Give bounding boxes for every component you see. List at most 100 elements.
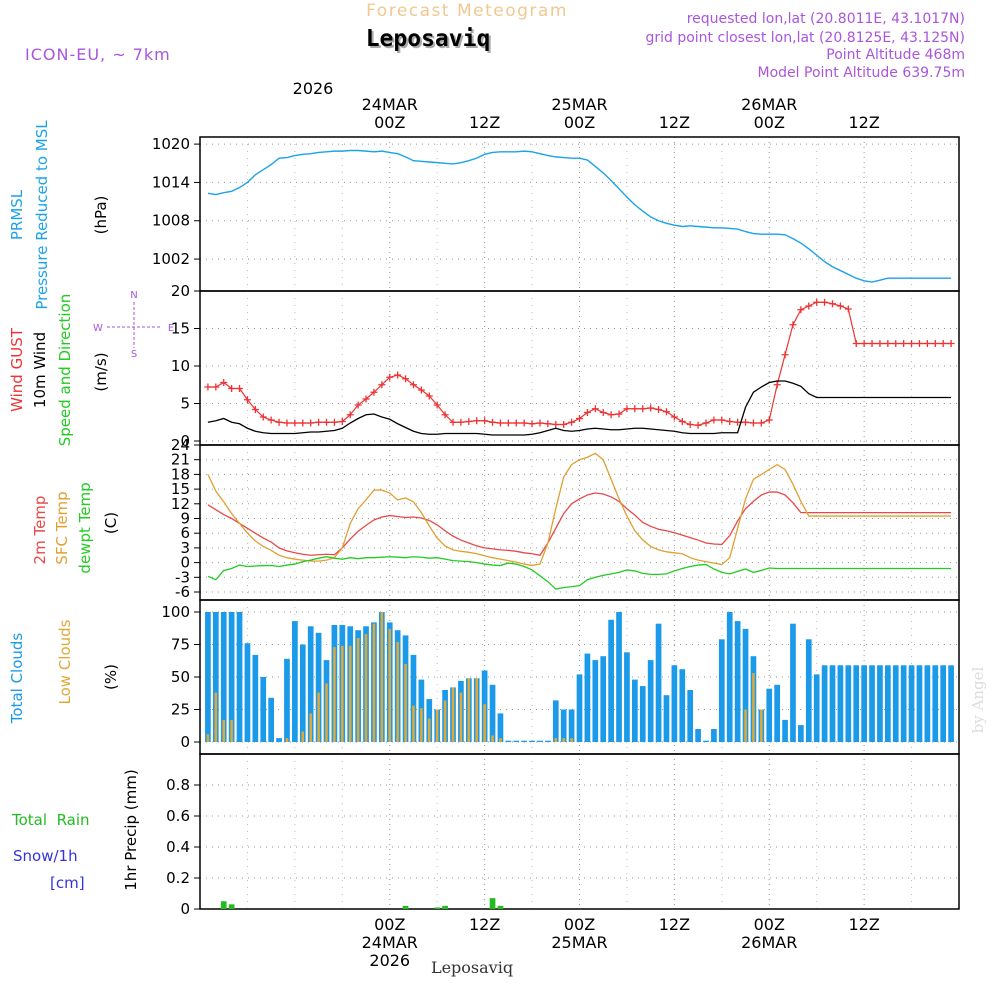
gust-point [726,418,734,425]
low-clouds-bar [396,641,399,742]
gust-point [670,413,678,421]
precipitation-ytick-label: 0.4 [166,838,190,856]
temperature-ytick-label: 15 [171,480,190,498]
total-clouds-bar [798,725,804,742]
gust-point [275,418,283,426]
low-clouds-bar [364,634,368,742]
total-clouds-bar [616,612,622,742]
gust-point [441,411,449,419]
rain-bar [220,901,227,909]
total-clouds-bar [244,643,251,742]
gust-point [362,395,370,403]
gust-point [742,418,750,426]
low-clouds-bar [744,709,747,742]
gust-point [844,305,852,313]
model-altitude: Model Point Altitude 639.75m [758,65,965,81]
total-clouds-bar [805,639,812,742]
low-clouds-bar [451,687,455,742]
top-time-label: 12Z [659,113,690,132]
gust-point [425,392,433,400]
gust-point [678,418,686,425]
precip-axis-label: 1hr Precip (mm) [122,769,140,890]
low-clouds-bar [570,738,573,742]
gust-point [884,340,892,347]
gust-point [876,340,884,347]
total-clouds-bar [687,690,694,742]
gust-point [449,418,457,426]
total-clouds-bar [576,674,583,742]
low-clouds-bar [412,705,415,742]
gust-point [323,418,330,426]
total-clouds-bar [908,665,915,742]
gust-point [939,340,947,347]
top-date-label: 26MAR [741,95,797,114]
gust-point [220,379,228,386]
watermark: by Angel [969,666,987,733]
gust-point [386,373,394,381]
panels: 100210081014102005101520-6-3036912151821… [152,135,960,918]
temperature-ytick-label: 18 [171,465,190,483]
footer-location: Leposaviq [431,958,513,977]
total-clouds-bar [489,684,496,742]
low-clouds-bar [285,738,289,742]
total-clouds-bar [853,665,860,742]
total-clouds-bar [861,665,867,742]
total-clouds-bar [212,612,219,742]
total-clouds-bar [639,686,646,742]
temperature-ytick-label: 0 [180,554,190,572]
gust-point [473,417,481,425]
total-clouds-bar [892,665,899,742]
total-clouds-bar [307,626,314,742]
gust-point [749,419,757,427]
total-clouds-bar [624,652,630,742]
wind-sd-label: Speed and Direction [56,294,74,447]
gust-point [892,340,900,347]
top-date-label: 24MAR [362,95,418,114]
gust-point [915,340,923,347]
gust-point [813,298,821,306]
gust-point [378,381,386,389]
low-clouds-bar [420,708,423,742]
total-clouds-bar [631,679,638,742]
gust-point [789,321,797,329]
pressure-series-line [207,149,952,283]
total-clouds-bar [521,740,528,742]
precipitation-ytick-label: 0.2 [166,869,190,887]
location-title: Leposaviq [368,28,493,54]
low-clouds-bar [404,664,407,742]
gust-point [243,396,251,404]
total-clouds-bar [813,674,820,742]
total-clouds-bar [260,677,267,742]
total-clouds-bar [315,632,322,742]
bottom-time-label: 00Z [374,915,405,934]
gust-point [228,385,236,392]
total-clouds-bar [228,612,235,742]
wind-ytick-label: 15 [171,320,190,338]
gust-point [923,340,931,347]
temperature-ytick-label: 3 [180,539,190,557]
temp-unit-label: (C) [102,512,120,534]
gust-point [552,421,560,428]
total-clouds-bar [513,740,520,742]
snow-unit-label: [cm] [50,874,85,892]
gust-point [591,405,599,413]
total-clouds-bar [782,719,788,742]
low-clouds-bar [475,678,478,742]
low-clouds-bar [214,692,218,742]
pressure-ytick-label: 1008 [152,212,190,230]
low-clouds-bar [388,628,392,742]
low-clouds-bar [325,683,328,742]
product-title: Forecast Meteogram [366,1,568,21]
gust-point [647,404,655,412]
wind-ytick-label: 20 [171,282,190,300]
gust-point [631,405,639,413]
snow-label: Snow/1h [13,847,78,865]
bottom-date-label: 26MAR [741,933,797,952]
total-clouds-bar [940,665,947,742]
gust-point [315,418,323,426]
gust-point [236,385,244,392]
gust-point [821,298,829,306]
low-clouds-bar [760,709,763,742]
rain-bar [228,904,235,909]
